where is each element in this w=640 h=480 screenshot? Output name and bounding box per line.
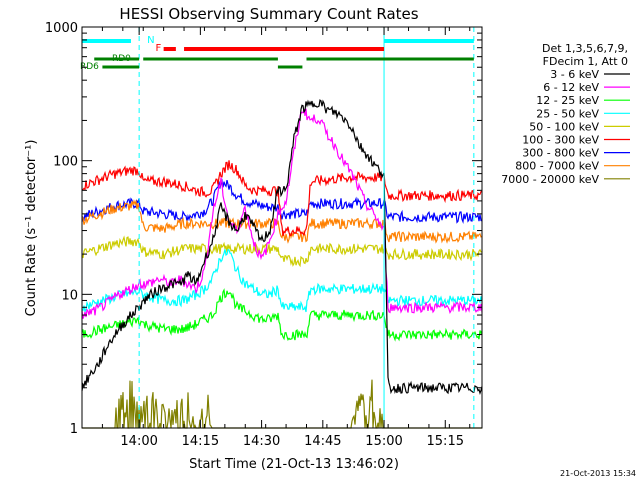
legend-label-4: 50 - 100 keV [529, 120, 599, 133]
night-label: N [147, 35, 154, 46]
legend-label-3: 25 - 50 keV [536, 107, 599, 120]
legend-header-1: FDecim 1, Att 0 [543, 55, 628, 68]
legend-label-8: 7000 - 20000 keV [501, 173, 599, 186]
saa-label-1: RD6 [80, 62, 99, 72]
series-line-1 [81, 108, 483, 319]
series-line-0 [81, 99, 483, 396]
y-tick-label-2: 100 [53, 155, 78, 170]
chart-title: HESSI Observing Summary Count Rates [119, 5, 418, 23]
series-line-4 [81, 235, 483, 268]
legend-label-2: 12 - 25 keV [536, 94, 599, 107]
plot-frame [81, 26, 483, 429]
series-line-2 [81, 288, 483, 342]
annotations: NF RD0 RD6 [80, 27, 475, 428]
y-tick-label-3: 1000 [45, 21, 78, 36]
legend-label-7: 800 - 7000 keV [515, 160, 599, 173]
legend-header-0: Det 1,3,5,6,7,9, [542, 42, 628, 55]
legend-label-5: 100 - 300 keV [522, 134, 599, 147]
series-line-5 [81, 160, 482, 237]
plot-area [81, 99, 483, 429]
legend-label-0: 3 - 6 keV [550, 68, 599, 81]
y-tick-label-1: 10 [61, 288, 78, 303]
x-tick-label-5: 15:15 [427, 434, 464, 449]
legend-label-6: 300 - 800 keV [522, 147, 599, 160]
x-axis-label: Start Time (21-Oct-13 13:46:02) [189, 457, 399, 472]
legend-label-1: 6 - 12 keV [543, 81, 599, 94]
x-tick-label-1: 14:15 [182, 434, 219, 449]
x-tick-label-2: 14:30 [243, 434, 280, 449]
x-tick-label-0: 14:00 [120, 434, 157, 449]
x-tick-label-4: 15:00 [365, 434, 402, 449]
y-axis-label: Count Rate (s⁻¹ detector⁻¹) [24, 140, 39, 317]
legend: Det 1,3,5,6,7,9,FDecim 1, Att 03 - 6 keV… [501, 42, 630, 186]
series-line-6 [81, 178, 483, 225]
timestamp-label: 21-Oct-2013 15:34 [560, 469, 636, 478]
axes: 1 10 100 1000 14:00 14:15 14:30 14:45 15:00 15:15 [45, 21, 483, 449]
y-tick-label-0: 1 [70, 422, 78, 437]
x-tick-label-3: 14:45 [304, 434, 341, 449]
flare-label: F [155, 43, 161, 54]
saa-label-0: RD0 [112, 54, 131, 64]
series-line-7 [81, 199, 483, 244]
